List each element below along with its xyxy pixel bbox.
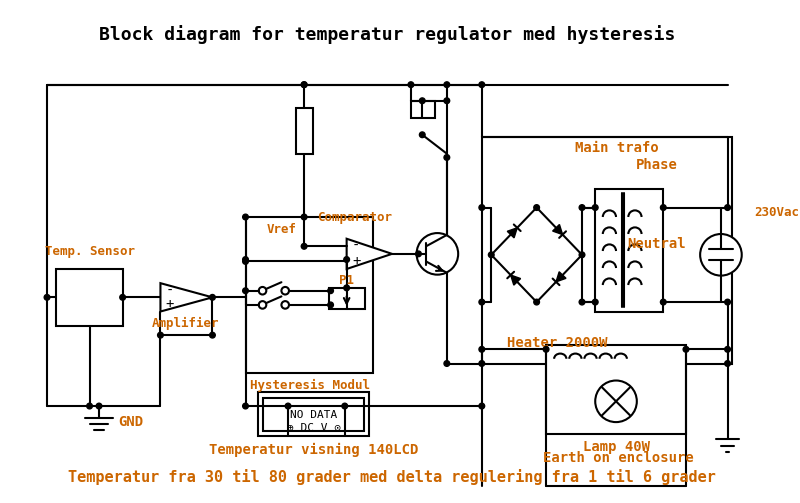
Circle shape: [725, 205, 730, 210]
Bar: [482, 137, 732, 364]
Circle shape: [242, 403, 248, 409]
Polygon shape: [161, 283, 213, 311]
Text: Neutral: Neutral: [627, 237, 686, 252]
Polygon shape: [346, 239, 392, 269]
Bar: [296, 108, 313, 154]
Circle shape: [210, 294, 215, 300]
Circle shape: [342, 403, 347, 409]
Text: 230Vac: 230Vac: [754, 206, 799, 219]
Circle shape: [44, 294, 50, 300]
Text: +: +: [166, 297, 174, 311]
Bar: [411, 101, 434, 118]
Circle shape: [592, 205, 598, 210]
Text: Temp. Sensor: Temp. Sensor: [45, 245, 134, 259]
Bar: [263, 398, 364, 431]
Circle shape: [242, 214, 248, 220]
Circle shape: [242, 257, 248, 263]
Circle shape: [302, 82, 307, 88]
Text: GND: GND: [118, 415, 143, 429]
Bar: [258, 392, 370, 436]
Bar: [246, 217, 373, 373]
Text: Block diagram for temperatur regulator med hysteresis: Block diagram for temperatur regulator m…: [99, 25, 675, 44]
Polygon shape: [556, 272, 566, 282]
Bar: [329, 288, 365, 309]
Circle shape: [579, 299, 585, 305]
Circle shape: [158, 332, 163, 338]
Text: P1: P1: [339, 274, 354, 287]
Bar: [595, 189, 663, 311]
Circle shape: [661, 299, 666, 305]
Circle shape: [479, 347, 485, 352]
Circle shape: [210, 332, 215, 338]
Circle shape: [96, 403, 102, 409]
Circle shape: [725, 347, 730, 352]
Circle shape: [86, 403, 92, 409]
Circle shape: [120, 294, 126, 300]
Circle shape: [419, 98, 425, 104]
Circle shape: [489, 252, 494, 258]
Circle shape: [700, 234, 742, 276]
Circle shape: [479, 299, 485, 305]
Polygon shape: [507, 228, 518, 238]
Circle shape: [282, 287, 289, 294]
Text: Comparator: Comparator: [317, 210, 392, 223]
Circle shape: [579, 252, 585, 258]
Circle shape: [416, 251, 422, 257]
Text: NO DATA: NO DATA: [290, 409, 337, 420]
Circle shape: [258, 287, 266, 294]
Circle shape: [661, 205, 666, 210]
Circle shape: [417, 233, 458, 275]
Circle shape: [725, 299, 730, 305]
Text: Main trafo: Main trafo: [575, 141, 659, 155]
Circle shape: [302, 214, 307, 220]
Circle shape: [344, 257, 350, 263]
Circle shape: [444, 98, 450, 104]
Circle shape: [302, 243, 307, 249]
Bar: [57, 269, 122, 326]
Text: Heater 2000W: Heater 2000W: [507, 336, 608, 350]
Circle shape: [479, 82, 485, 88]
Text: Vref: Vref: [266, 223, 296, 236]
Circle shape: [444, 154, 450, 160]
Text: Amplifier: Amplifier: [152, 317, 220, 330]
Text: Lamp 40W: Lamp 40W: [582, 440, 650, 454]
Circle shape: [282, 301, 289, 309]
Text: +: +: [352, 255, 360, 269]
Circle shape: [534, 299, 539, 305]
Circle shape: [543, 347, 549, 352]
Circle shape: [534, 205, 539, 210]
Circle shape: [258, 301, 266, 309]
Circle shape: [479, 205, 485, 210]
Circle shape: [344, 285, 350, 291]
Polygon shape: [553, 224, 562, 234]
Circle shape: [479, 403, 485, 409]
Circle shape: [302, 82, 307, 88]
Text: Temperatur fra 30 til 80 grader med delta regulering fra 1 til 6 grader: Temperatur fra 30 til 80 grader med delt…: [68, 469, 716, 485]
Text: Hysteresis Modul: Hysteresis Modul: [250, 379, 370, 392]
Polygon shape: [510, 275, 521, 285]
Circle shape: [479, 361, 485, 366]
Circle shape: [595, 380, 637, 422]
Circle shape: [328, 302, 334, 308]
Circle shape: [579, 205, 585, 210]
Circle shape: [286, 403, 291, 409]
Circle shape: [242, 259, 248, 264]
Circle shape: [328, 288, 334, 294]
Circle shape: [592, 299, 598, 305]
Text: ⊕ DC V ⊙: ⊕ DC V ⊙: [286, 423, 341, 433]
Circle shape: [444, 82, 450, 88]
Text: -: -: [166, 284, 174, 298]
Circle shape: [242, 288, 248, 294]
Text: Phase: Phase: [636, 158, 678, 172]
Text: Earth on enclosure: Earth on enclosure: [543, 451, 694, 465]
Circle shape: [725, 361, 730, 366]
Text: Temperatur visning 140LCD: Temperatur visning 140LCD: [209, 443, 418, 457]
Circle shape: [444, 361, 450, 366]
Circle shape: [408, 82, 414, 88]
Text: -: -: [352, 239, 360, 254]
Circle shape: [419, 132, 425, 138]
Bar: [546, 345, 686, 435]
Circle shape: [683, 347, 689, 352]
